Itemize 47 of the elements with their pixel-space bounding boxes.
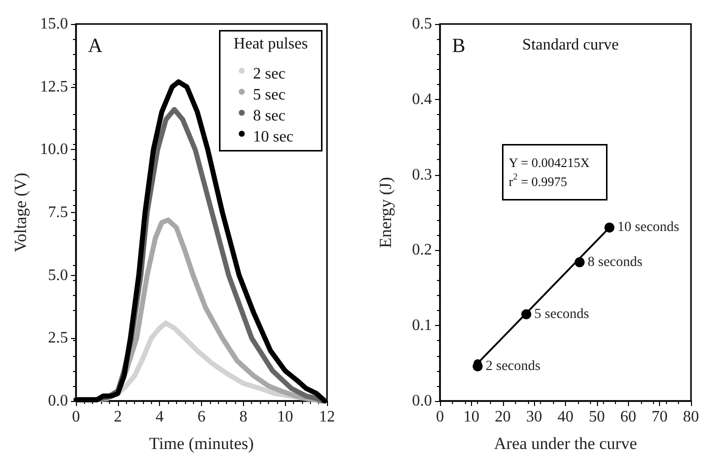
text: Standard curve [522, 36, 619, 54]
y-tick-label: 0.0 [412, 392, 432, 410]
y-tick-label: 12.5 [40, 78, 68, 96]
annotation: 10 seconds [617, 220, 680, 236]
x-tick-label: 12 [319, 408, 335, 426]
x-tick-label: 20 [494, 408, 511, 426]
y-tick-label: 0.0 [48, 392, 68, 410]
y-tick-label: 7.5 [48, 204, 68, 221]
annotation: A [88, 35, 103, 57]
y-tick-label: 0.4 [412, 90, 432, 108]
x-tick-label: 10 [463, 408, 480, 426]
point [521, 309, 532, 320]
x-tick-label: 2 [114, 408, 122, 426]
x-tick-label: 40 [558, 408, 574, 426]
y-tick-label: 2.5 [48, 330, 68, 347]
y-tick-label: 0.1 [412, 317, 432, 334]
annotation: 2 seconds [486, 358, 540, 374]
legend-label: 8 sec [253, 108, 286, 124]
y-axis-title: Voltage (V) [11, 172, 30, 252]
annotation: 8 seconds [588, 254, 642, 270]
annotation: 5 seconds [534, 306, 590, 322]
y-tick-label: 5.0 [48, 266, 68, 284]
x-tick-label: 6 [198, 408, 206, 426]
x-axis-title: Area under the curve [494, 434, 638, 453]
y-tick-label: 10.0 [40, 141, 68, 158]
x-tick-label: 8 [239, 408, 248, 426]
point [574, 257, 585, 268]
x-tick-label: 30 [526, 408, 542, 426]
legend-title: Heat pulses [234, 35, 308, 52]
x-tick-label: 60 [620, 408, 636, 426]
x-tick-label: 4 [156, 408, 164, 426]
legend-label: 2 sec [253, 66, 286, 82]
y-tick-label: 0.5 [412, 16, 432, 32]
y-tick-label: 0.3 [412, 166, 432, 184]
x-tick-label: 50 [588, 408, 605, 426]
x-tick-label: 10 [277, 408, 294, 426]
y-tick-label: 0.2 [412, 242, 432, 259]
x-tick-label: 0 [436, 408, 444, 426]
x-tick-label: 0 [72, 408, 80, 426]
y-tick-label: 15.0 [40, 16, 68, 32]
annotation: B [452, 35, 466, 57]
legend-label: 5 sec [253, 86, 286, 104]
x-axis-title: Time (minutes) [149, 434, 254, 453]
x-tick-label: 80 [683, 408, 699, 426]
x-tick-label: 70 [652, 408, 668, 426]
legend-label: 10 sec [253, 128, 294, 146]
y-axis-title: Energy (J) [376, 177, 395, 248]
